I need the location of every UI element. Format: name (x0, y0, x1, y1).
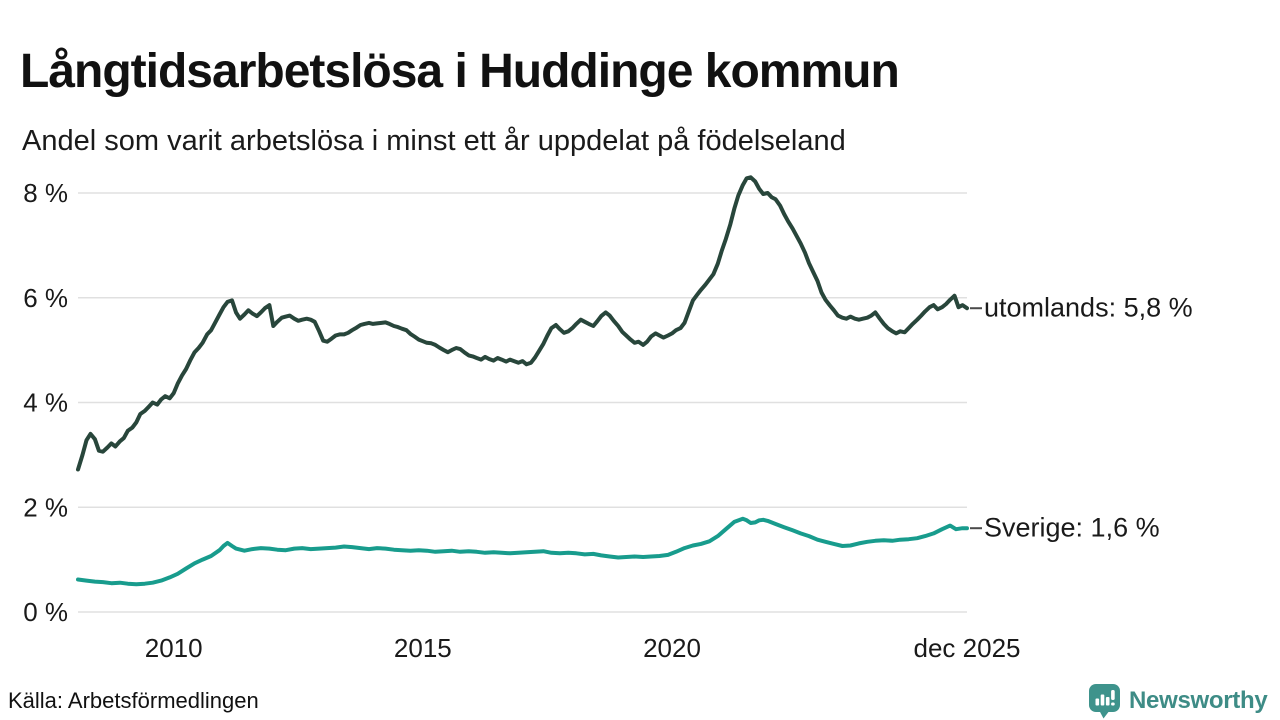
source-note: Källa: Arbetsförmedlingen (8, 688, 259, 713)
x-axis-tick-label: dec 2025 (914, 633, 1021, 663)
series-end-label-sverige: Sverige: 1,6 % (984, 512, 1160, 543)
series-line-sverige (76, 516, 969, 587)
y-axis-tick-label: 6 % (23, 283, 68, 313)
newsworthy-bar-chart-bubble-icon (1089, 684, 1120, 719)
y-axis-tick-label: 8 % (23, 178, 68, 208)
y-axis-tick-label: 2 % (23, 492, 68, 522)
x-axis-tick-label: 2020 (643, 633, 701, 663)
series-end-label-utomlands: utomlands: 5,8 % (984, 292, 1193, 323)
y-axis-tick-label: 0 % (23, 597, 68, 627)
y-axis-tick-label: 4 % (23, 388, 68, 418)
chart-subtitle: Andel som varit arbetslösa i minst ett å… (22, 125, 846, 157)
x-axis-tick-label: 2015 (394, 633, 452, 663)
newsworthy-wordmark: Newsworthy (1129, 686, 1268, 714)
chart-title: Långtidsarbetslösa i Huddinge kommun (20, 45, 900, 99)
newsworthy-logo: Newsworthy (1086, 682, 1268, 719)
series-line-utomlands (76, 175, 969, 472)
x-axis-tick-label: 2010 (145, 633, 203, 663)
